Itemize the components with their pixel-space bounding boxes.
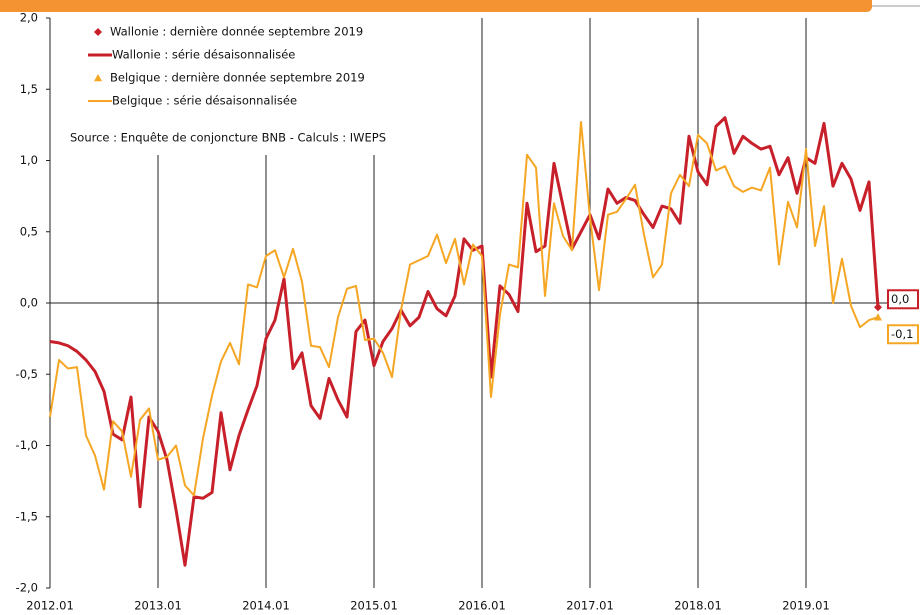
y-tick-label: 0,0 (20, 296, 38, 310)
source-note: Source : Enquête de conjoncture BNB - Ca… (70, 131, 386, 145)
x-tick-label: 2012.01 (26, 599, 74, 613)
y-tick-label: 1,0 (20, 153, 38, 167)
legend-label: Belgique : série désaisonnalisée (112, 94, 297, 108)
y-tick-label: 1,5 (20, 82, 38, 96)
legend-swatch (94, 28, 102, 36)
legend-label: Wallonie : série désaisonnalisée (112, 48, 295, 62)
x-tick-label: 2015.01 (350, 599, 398, 613)
y-tick-label: -0,5 (16, 367, 38, 381)
legend-label: Wallonie : dernière donnée septembre 201… (110, 25, 363, 39)
y-tick-label: -1,5 (16, 509, 38, 523)
x-tick-label: 2018.01 (674, 599, 722, 613)
x-tick-label: 2014.01 (242, 599, 290, 613)
value-label-box (887, 324, 919, 345)
legend-label: Belgique : dernière donnée septembre 201… (110, 71, 365, 85)
last-point (874, 313, 882, 321)
legend-swatch (94, 74, 102, 82)
value-label: -0,1 (891, 327, 913, 341)
y-tick-label: 0,5 (20, 224, 38, 238)
x-tick-label: 2013.01 (134, 599, 182, 613)
x-tick-label: 2016.01 (458, 599, 506, 613)
series-line (49, 116, 880, 567)
x-tick-label: 2017.01 (566, 599, 614, 613)
series-line (49, 121, 879, 497)
y-tick-label: 2,0 (20, 11, 38, 25)
last-point (874, 303, 882, 312)
header-bar (0, 0, 872, 12)
value-label-box (887, 289, 919, 310)
y-tick-label: -2,0 (16, 581, 38, 595)
x-tick-label: 2019.01 (782, 599, 830, 613)
value-label: 0,0 (891, 292, 909, 306)
y-tick-label: -1,0 (16, 438, 38, 452)
